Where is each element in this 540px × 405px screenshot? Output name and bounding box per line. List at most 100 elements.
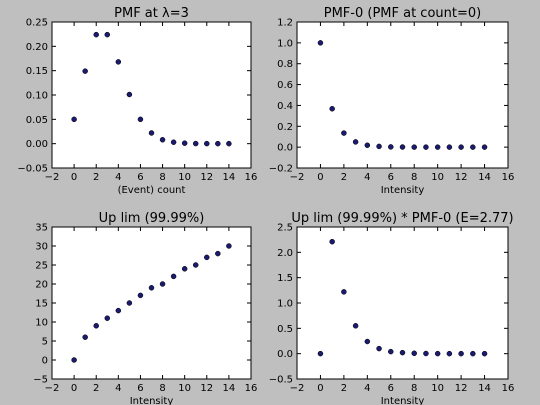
data-point xyxy=(137,292,144,299)
data-point xyxy=(115,59,122,65)
y-tick-label: 1.5 xyxy=(277,273,293,284)
data-point xyxy=(115,307,122,314)
data-point xyxy=(423,144,429,150)
x-tick-label: 16 xyxy=(502,383,515,394)
x-tick-label: 4 xyxy=(115,172,121,183)
data-point xyxy=(411,144,417,150)
data-point xyxy=(470,350,476,357)
y-tick-label: −0.2 xyxy=(269,164,293,175)
x-tick-label: −2 xyxy=(290,383,305,394)
x-tick-label: 6 xyxy=(388,172,394,183)
data-point xyxy=(376,345,382,352)
y-tick-label: −5 xyxy=(33,375,48,386)
x-tick-label: 8 xyxy=(159,172,165,183)
data-point xyxy=(137,116,144,123)
subplot-2: PMF-0 (PMF at count=0) −2 0 2 4 6 8 10 12 14 16 −0.… xyxy=(269,6,515,196)
data-point xyxy=(192,262,199,268)
y-tick-label: 0.10 xyxy=(26,91,48,102)
x-tick-label: 2 xyxy=(93,172,99,183)
data-point xyxy=(104,31,111,38)
data-point xyxy=(181,140,188,146)
data-point xyxy=(317,40,324,46)
x-tick-label: 16 xyxy=(245,172,258,183)
data-point xyxy=(352,323,359,329)
x-axis-label: (Event) count xyxy=(118,185,186,196)
data-point xyxy=(364,338,371,345)
x-tick-label: 8 xyxy=(411,172,417,183)
x-axis-label: Intensity xyxy=(130,396,174,405)
data-point xyxy=(170,139,177,145)
data-point xyxy=(126,91,133,98)
x-tick-label: 6 xyxy=(137,172,143,183)
y-tick-label: 25 xyxy=(35,261,48,272)
y-tick-label: 2.0 xyxy=(277,248,293,259)
data-point xyxy=(341,289,347,295)
data-point xyxy=(329,106,335,112)
x-tick-label: 12 xyxy=(455,383,468,394)
x-tick-label: 8 xyxy=(411,383,417,394)
plot-area xyxy=(296,226,509,380)
x-tick-label: 4 xyxy=(364,383,370,394)
x-tick-label: 0 xyxy=(317,172,323,183)
data-point xyxy=(215,250,221,257)
y-tick-label: 0.5 xyxy=(277,324,293,335)
chart-title: Up lim (99.99%) * PMF-0 (E=2.77) xyxy=(291,211,513,226)
x-tick-label: −2 xyxy=(290,172,305,183)
x-tick-label: 14 xyxy=(223,172,236,183)
y-tick-label: 0.6 xyxy=(277,80,293,91)
chart-title: Up lim (99.99%) xyxy=(99,211,205,226)
x-tick-label: −2 xyxy=(45,383,60,394)
data-point xyxy=(423,350,429,357)
y-tick-label: 0 xyxy=(42,356,48,367)
y-tick-label: 0.0 xyxy=(277,143,293,154)
data-point xyxy=(399,349,406,356)
data-point xyxy=(364,142,371,149)
data-point xyxy=(126,300,133,306)
x-tick-label: 14 xyxy=(478,383,491,394)
x-tick-label: 14 xyxy=(478,172,491,183)
x-tick-label: 16 xyxy=(502,172,515,183)
y-tick-label: 1.0 xyxy=(277,38,293,49)
y-tick-label: 20 xyxy=(35,280,48,291)
chart-title: PMF-0 (PMF at count=0) xyxy=(324,6,481,21)
x-tick-label: 10 xyxy=(431,383,444,394)
plot-area xyxy=(51,21,252,169)
plot-area xyxy=(296,21,509,169)
data-point xyxy=(341,130,347,136)
data-point xyxy=(481,144,488,150)
data-point xyxy=(458,144,464,150)
data-point xyxy=(148,285,155,291)
x-axis-label: Intensity xyxy=(381,185,425,196)
data-point xyxy=(82,68,88,74)
x-tick-label: 6 xyxy=(388,383,394,394)
x-axis-label: Intensity xyxy=(381,396,425,405)
data-point xyxy=(159,281,166,287)
data-point xyxy=(71,357,77,363)
y-tick-label: 2.5 xyxy=(277,223,293,234)
data-point xyxy=(71,116,77,123)
data-point xyxy=(181,266,188,272)
data-point xyxy=(434,144,441,150)
data-point xyxy=(192,140,199,147)
data-point xyxy=(204,254,210,261)
y-tick-label: 0.2 xyxy=(277,122,293,133)
data-point xyxy=(481,350,488,357)
data-point xyxy=(215,140,221,147)
x-tick-label: 10 xyxy=(431,172,444,183)
data-point xyxy=(411,350,417,357)
y-tick-label: 0.0 xyxy=(277,349,293,360)
y-tick-label: −0.05 xyxy=(17,164,48,175)
data-point xyxy=(226,140,232,147)
data-point xyxy=(159,137,166,143)
x-tick-label: 12 xyxy=(455,172,468,183)
x-tick-label: 14 xyxy=(223,383,236,394)
data-point xyxy=(446,144,453,150)
data-point xyxy=(458,350,464,357)
y-tick-label: 0.4 xyxy=(277,101,293,112)
data-point xyxy=(204,140,210,147)
y-tick-label: 1.0 xyxy=(277,299,293,310)
data-point xyxy=(82,334,88,340)
subplot-4: Up lim (99.99%) * PMF-0 (E=2.77) −2 0 2 4 6 8 1… xyxy=(269,211,515,405)
data-point xyxy=(399,144,406,150)
